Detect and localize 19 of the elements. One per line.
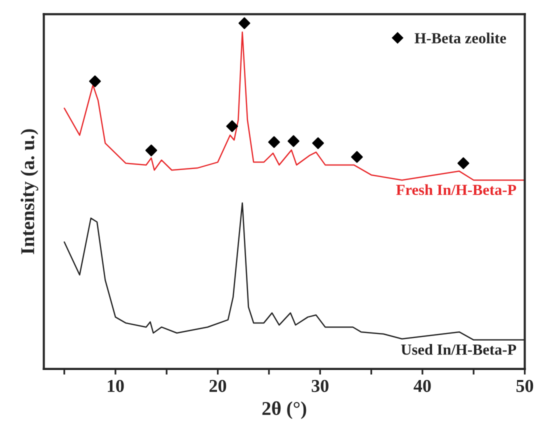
x-axis-title: 2θ (°) (262, 401, 306, 420)
point (288, 135, 300, 147)
legend-label: H-Beta zeolite (414, 32, 506, 44)
y-axis-title: Intensity (a. u.) (20, 129, 38, 254)
point (238, 17, 250, 30)
x-tick-label: 10 (108, 380, 124, 392)
x-tick-label: 40 (414, 380, 431, 392)
point (226, 120, 238, 132)
point (312, 137, 324, 150)
x-tick-label: 50 (516, 380, 534, 392)
point (89, 75, 101, 88)
point (145, 144, 158, 156)
point (268, 136, 280, 148)
point (351, 151, 363, 163)
x-tick-label: 20 (210, 380, 226, 392)
point (457, 157, 470, 170)
series-label: Used In/H-Beta-P (401, 344, 516, 355)
series-label: Fresh In/H-Beta-P (396, 184, 516, 196)
x-tick-label: 30 (312, 380, 328, 392)
